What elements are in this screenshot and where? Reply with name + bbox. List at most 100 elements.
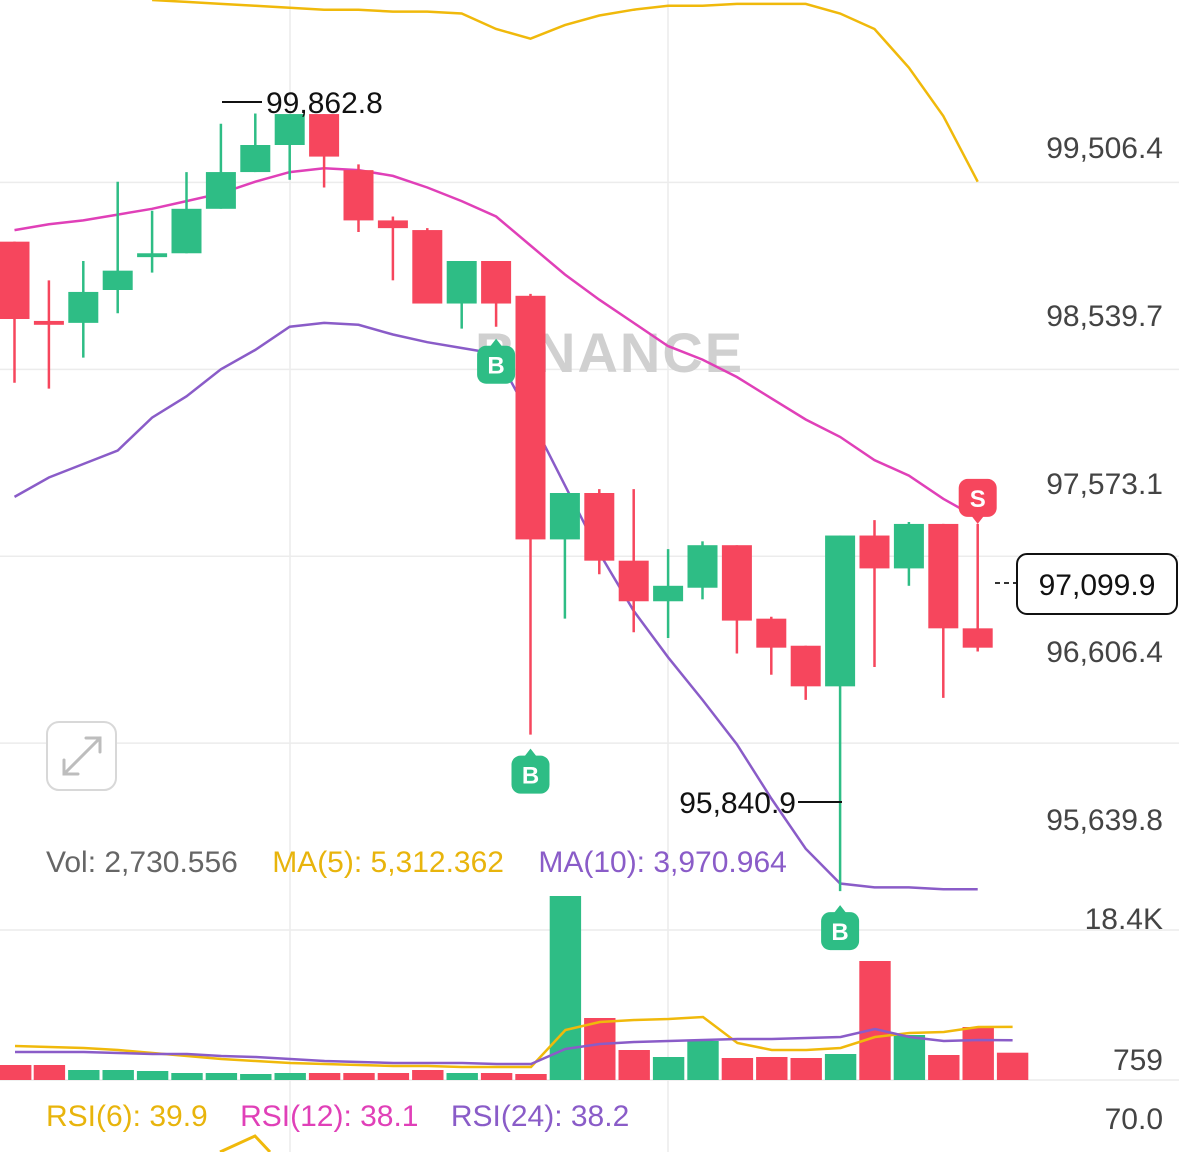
price-tick-1: 99,506.4: [1046, 132, 1163, 165]
volume-bar: [996, 1052, 1029, 1080]
volume-bar: [68, 1070, 100, 1080]
volume-bar: [412, 1070, 444, 1080]
candle-body: [756, 618, 787, 648]
rsi-legend: RSI(6): 39.9 RSI(12): 38.1 RSI(24): 38.2: [46, 1100, 629, 1133]
volume-ma5-line: [14, 1015, 1013, 1069]
candle-body: [240, 145, 271, 173]
volume-bar: [446, 1073, 478, 1080]
candle-body: [962, 628, 993, 648]
volume-ma5: MA(5): 5,312.362: [272, 846, 504, 879]
candle-up: [205, 123, 236, 209]
candle-body: [653, 585, 684, 602]
candle-down: [618, 489, 649, 633]
volume-bar: [205, 1073, 238, 1080]
candle-body: [790, 645, 821, 687]
volume-bar: [343, 1073, 375, 1080]
candle-down: [928, 523, 959, 698]
candle-body: [309, 114, 340, 157]
current-price-label: 97,099.9: [1039, 569, 1156, 602]
expand-button[interactable]: [46, 721, 117, 791]
candle-body: [343, 170, 374, 221]
buy-signal-marker[interactable]: B: [511, 748, 550, 794]
current-price-marker: 97,099.9: [995, 553, 1178, 615]
candle-body: [205, 172, 236, 209]
signal-badge: [958, 478, 997, 517]
candle-down: [859, 520, 890, 667]
candle-up: [171, 172, 202, 254]
volume-bar: [480, 1073, 513, 1080]
bollinger-bands: [13, 0, 979, 891]
rsi-axis-top: 70.0: [1105, 1103, 1163, 1136]
signal-label: S: [970, 486, 986, 513]
volume-bar: [893, 1035, 926, 1080]
high-price-marker: 99,862.8: [222, 87, 383, 120]
candle-down: [962, 523, 993, 652]
volume-bar: [377, 1073, 410, 1080]
volume-bar: [136, 1071, 169, 1080]
signal-badge: [477, 345, 516, 384]
candle-body: [102, 270, 133, 290]
volume-bar: [584, 1018, 616, 1080]
candle-body: [928, 523, 959, 629]
volume-ma10-line: [15, 1027, 1013, 1066]
candle-down: [721, 545, 752, 654]
rsi6-value: RSI(6): 39.9: [46, 1100, 208, 1133]
candle-up: [549, 493, 580, 619]
candle-down: [790, 645, 821, 700]
candle-body: [137, 253, 168, 258]
volume-bar: [549, 896, 582, 1080]
bollinger-upper-line: [152, 0, 979, 183]
volume-bar: [928, 1055, 960, 1080]
price-tick-5: 95,639.8: [1046, 804, 1163, 837]
signal-badge: [821, 912, 860, 951]
candle-body: [68, 291, 99, 323]
buy-signal-marker[interactable]: B: [821, 905, 860, 951]
candle-down: [343, 164, 374, 232]
volume-bar: [962, 1027, 994, 1080]
candle-body: [825, 535, 856, 687]
candle-down: [377, 216, 408, 281]
signal-pointer: [489, 338, 504, 348]
candle-body: [274, 114, 305, 145]
candle-body: [584, 493, 615, 561]
candle-body: [549, 493, 580, 540]
volume-axis-top: 18.4K: [1085, 903, 1163, 936]
volume-bar: [33, 1065, 66, 1080]
candle-down: [412, 228, 443, 304]
volume-bar: [171, 1073, 203, 1080]
rsi12-value: RSI(12): 38.1: [240, 1100, 418, 1133]
volume-bar: [308, 1073, 341, 1080]
candle-up: [893, 522, 924, 586]
candle-down: [584, 489, 615, 575]
candle-up: [68, 261, 99, 358]
candle-up: [687, 541, 718, 600]
candle-down: [756, 616, 787, 675]
price-tick-2: 98,539.7: [1046, 300, 1163, 333]
trade-signals: B B B S: [477, 338, 997, 951]
candle-body: [0, 241, 30, 319]
volume-bar: [859, 961, 891, 1080]
rsi-line: [219, 1134, 272, 1152]
volume-legend: Vol: 2,730.556 MA(5): 5,312.362 MA(10): …: [46, 846, 787, 879]
candle-body: [481, 261, 512, 304]
bollinger-mid-line: [14, 166, 979, 520]
buy-signal-marker[interactable]: B: [477, 338, 516, 384]
volume-value: Vol: 2,730.556: [46, 846, 238, 879]
low-price-label: 95,840.9: [679, 787, 796, 820]
candle-body: [893, 523, 924, 569]
volume-bar: [0, 1065, 32, 1080]
expand-icon: [62, 736, 102, 776]
low-price-marker: 95,840.9: [679, 787, 842, 820]
price-tick-3: 97,573.1: [1046, 468, 1163, 501]
price-tick-4: 96,606.4: [1046, 636, 1163, 669]
sell-signal-marker[interactable]: S: [958, 478, 997, 524]
candle-body: [721, 545, 752, 621]
candle-body: [515, 295, 546, 540]
high-price-label: 99,862.8: [266, 87, 383, 120]
candle-body: [859, 535, 890, 569]
volume-bar: [102, 1070, 134, 1080]
candle-down: [481, 261, 512, 327]
volume-axis-bottom: 759: [1113, 1044, 1163, 1077]
